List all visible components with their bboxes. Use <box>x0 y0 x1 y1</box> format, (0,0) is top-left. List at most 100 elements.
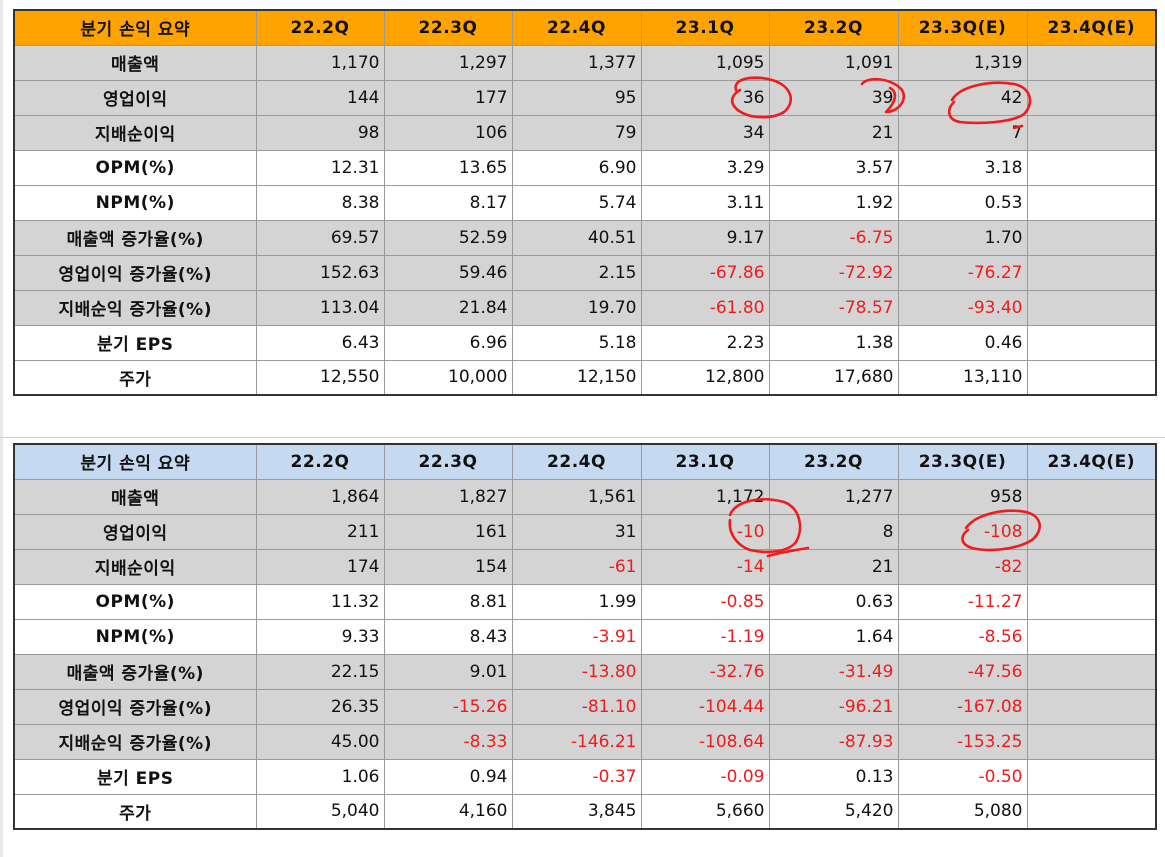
value-cell: -1.19 <box>640 618 770 655</box>
value-cell: 21 <box>768 548 899 585</box>
value-cell: 1.64 <box>768 618 899 655</box>
value-cell: 6.43 <box>255 324 385 361</box>
value-cell: 8.43 <box>383 618 513 655</box>
table-row: 영업이익 144 177 95 36 39 42 <box>13 79 1157 116</box>
value-cell: 36 <box>640 79 770 116</box>
row-label: 지배순익 증가율(%) <box>13 289 257 326</box>
value-cell: 8.81 <box>383 583 513 620</box>
column-header: 23.2Q <box>768 443 899 480</box>
value-cell: 6.90 <box>511 149 642 186</box>
value-cell: 52.59 <box>383 219 513 256</box>
column-header: 22.2Q <box>255 443 385 480</box>
value-cell: 3.29 <box>640 149 770 186</box>
value-cell: 5.18 <box>511 324 642 361</box>
value-cell: 1,170 <box>255 44 385 81</box>
value-cell: 5,660 <box>640 793 770 830</box>
row-label: 주가 <box>13 793 257 830</box>
value-cell: 31 <box>511 513 642 550</box>
value-cell: 79 <box>511 114 642 151</box>
header-row: 분기 손익 요약 22.2Q 22.3Q 22.4Q 23.1Q 23.2Q 23.3Q(E… <box>13 443 1157 480</box>
value-cell: 5,040 <box>255 793 385 830</box>
value-cell: 39 <box>768 79 899 116</box>
value-cell: 1,091 <box>768 44 899 81</box>
table-row: NPM(%) 9.33 8.43 -3.91 -1.19 1.64 -8.56 <box>13 618 1157 655</box>
value-cell: 161 <box>383 513 513 550</box>
value-cell: -13.80 <box>511 653 642 690</box>
row-label: 영업이익 <box>13 513 257 550</box>
column-header: 22.4Q <box>511 443 642 480</box>
value-cell: -87.93 <box>768 723 899 760</box>
value-cell: -153.25 <box>897 723 1028 760</box>
value-cell <box>1026 653 1157 690</box>
value-cell <box>1026 219 1157 256</box>
column-header: 23.3Q(E) <box>897 9 1028 46</box>
value-cell: 3.11 <box>640 184 770 221</box>
table-row: 지배순익 증가율(%) 45.00 -8.33 -146.21 -108.64 -87.9… <box>13 723 1157 760</box>
column-header: 23.1Q <box>640 9 770 46</box>
value-cell: 21 <box>768 114 899 151</box>
row-label: 영업이익 증가율(%) <box>13 254 257 291</box>
value-cell: 6.96 <box>383 324 513 361</box>
value-cell <box>1026 723 1157 760</box>
value-cell: 7 <box>897 114 1028 151</box>
value-cell: 106 <box>383 114 513 151</box>
value-cell: 1,172 <box>640 478 770 515</box>
row-label: 매출액 증가율(%) <box>13 219 257 256</box>
value-cell <box>1026 114 1157 151</box>
value-cell: -0.37 <box>511 758 642 795</box>
value-cell <box>1026 44 1157 81</box>
value-cell: 958 <box>897 478 1028 515</box>
value-cell: 3,845 <box>511 793 642 830</box>
table-row: 매출액 1,170 1,297 1,377 1,095 1,091 1,319 <box>13 44 1157 81</box>
value-cell <box>1026 324 1157 361</box>
value-cell: 3.18 <box>897 149 1028 186</box>
value-cell <box>1026 793 1157 830</box>
window-left-edge <box>0 0 3 857</box>
value-cell: -93.40 <box>897 289 1028 326</box>
value-cell: 69.57 <box>255 219 385 256</box>
quarterly-summary-table-1: 분기 손익 요약 22.2Q 22.3Q 22.4Q 23.1Q 23.2Q 23.3Q(E… <box>13 9 1157 396</box>
value-cell: 42 <box>897 79 1028 116</box>
table-row: OPM(%) 11.32 8.81 1.99 -0.85 0.63 -11.27 <box>13 583 1157 620</box>
table-separator <box>0 437 1165 438</box>
value-cell: 10,000 <box>383 359 513 396</box>
header-title: 분기 손익 요약 <box>13 9 257 46</box>
value-cell: 0.13 <box>768 758 899 795</box>
value-cell: 0.46 <box>897 324 1028 361</box>
value-cell: -8.33 <box>383 723 513 760</box>
value-cell: 0.53 <box>897 184 1028 221</box>
column-header: 22.2Q <box>255 9 385 46</box>
value-cell: -61 <box>511 548 642 585</box>
value-cell: 34 <box>640 114 770 151</box>
value-cell <box>1026 149 1157 186</box>
value-cell: -11.27 <box>897 583 1028 620</box>
value-cell: 1,561 <box>511 478 642 515</box>
row-label: OPM(%) <box>13 583 257 620</box>
value-cell: 177 <box>383 79 513 116</box>
table-row: 주가 12,550 10,000 12,150 12,800 17,680 13,110 <box>13 359 1157 396</box>
value-cell <box>1026 758 1157 795</box>
value-cell: 12,800 <box>640 359 770 396</box>
value-cell <box>1026 618 1157 655</box>
value-cell: -14 <box>640 548 770 585</box>
row-label: 지배순이익 <box>13 548 257 585</box>
column-header: 22.3Q <box>383 443 513 480</box>
value-cell: -167.08 <box>897 688 1028 725</box>
value-cell: -96.21 <box>768 688 899 725</box>
value-cell: 5.74 <box>511 184 642 221</box>
value-cell: 0.63 <box>768 583 899 620</box>
value-cell: 211 <box>255 513 385 550</box>
value-cell: -104.44 <box>640 688 770 725</box>
table-row: 지배순익 증가율(%) 113.04 21.84 19.70 -61.80 -78.57-… <box>13 289 1157 326</box>
value-cell <box>1026 513 1157 550</box>
value-cell: 22.15 <box>255 653 385 690</box>
value-cell: 1,377 <box>511 44 642 81</box>
value-cell: 8.17 <box>383 184 513 221</box>
value-cell: 5,420 <box>768 793 899 830</box>
value-cell: 1,277 <box>768 478 899 515</box>
row-label: 지배순이익 <box>13 114 257 151</box>
row-label: 지배순익 증가율(%) <box>13 723 257 760</box>
value-cell: -146.21 <box>511 723 642 760</box>
value-cell: 21.84 <box>383 289 513 326</box>
row-label: 매출액 <box>13 478 257 515</box>
